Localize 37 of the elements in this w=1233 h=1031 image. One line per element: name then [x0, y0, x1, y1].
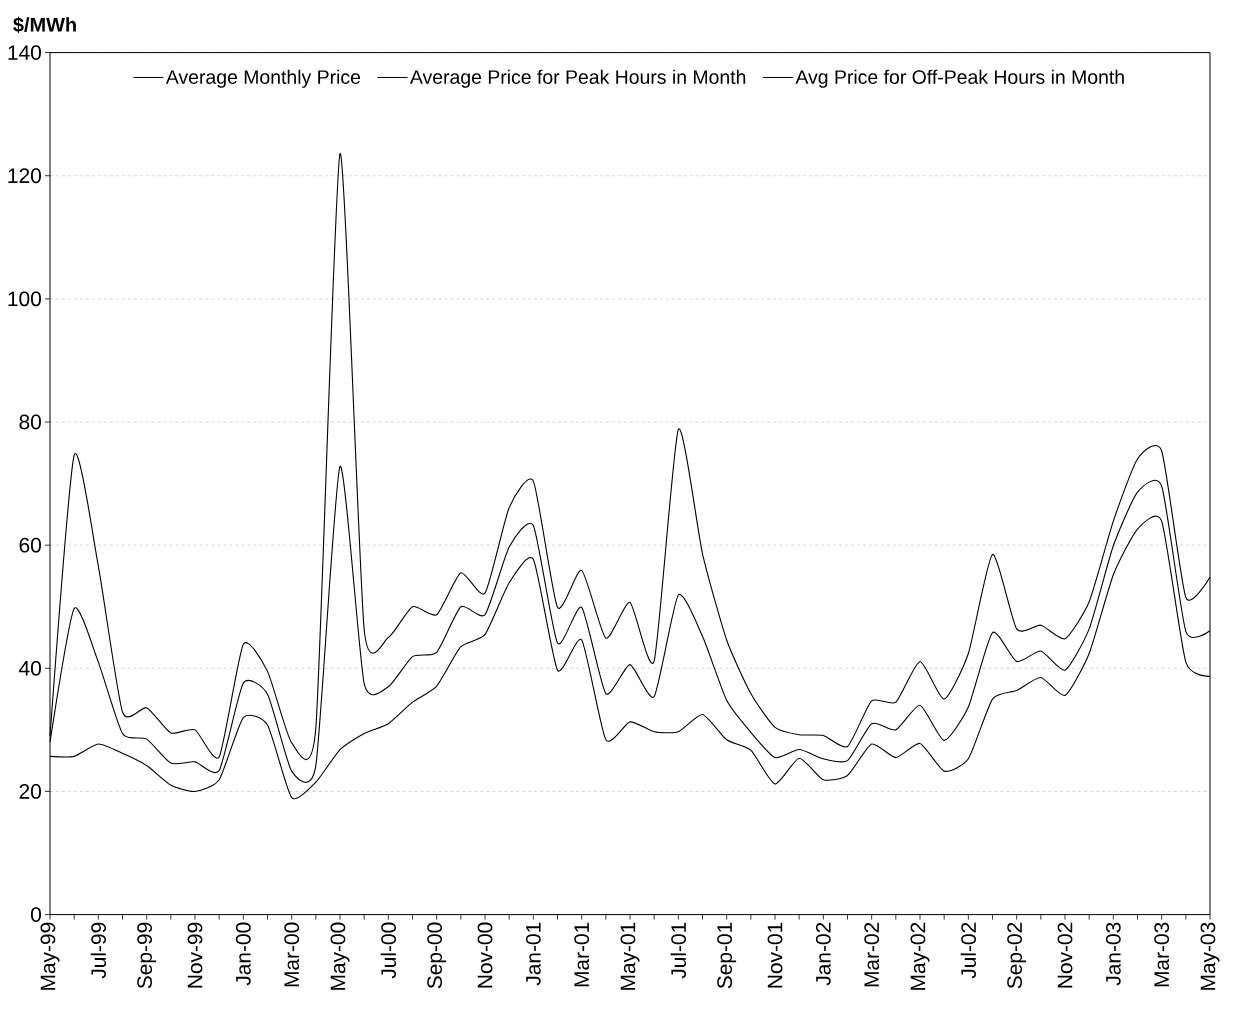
x-tick-label: Nov-01 — [767, 922, 783, 988]
y-tick-label: 40 — [19, 660, 41, 676]
y-tick-label: 60 — [19, 537, 41, 553]
x-tick-label: May-03 — [1200, 922, 1220, 990]
legend-label: Avg Price for Off-Peak Hours in Month — [795, 69, 1124, 88]
x-tick-label: Sep-00 — [427, 922, 447, 989]
x-tick-label: Jul-99 — [90, 922, 107, 979]
x-tick-label: Mar-01 — [574, 922, 590, 987]
x-tick-label: Nov-02 — [1057, 922, 1073, 988]
y-tick-label: 140 — [8, 45, 41, 60]
x-tick-label: Jan-03 — [1105, 922, 1121, 986]
x-tick-label: Jul-02 — [960, 922, 977, 979]
x-tick-label: Mar-02 — [864, 922, 880, 987]
y-tick-label: 0 — [30, 907, 41, 922]
x-tick-label: Mar-00 — [284, 922, 300, 987]
x-tick-label: Jan-00 — [235, 922, 251, 986]
x-tick-label: Jul-00 — [380, 922, 397, 979]
x-tick-label: May-00 — [330, 922, 350, 990]
y-axis-title: $/MWh — [13, 16, 76, 34]
x-tick-label: Sep-02 — [1007, 922, 1027, 989]
y-tick-label: 80 — [19, 414, 41, 430]
x-tick-label: May-01 — [620, 922, 640, 990]
x-tick-label: Jul-01 — [670, 922, 687, 979]
y-tick-label: 20 — [19, 784, 41, 799]
legend-label: Average Price for Peak Hours in Month — [409, 69, 746, 88]
x-tick-label: Nov-99 — [187, 922, 203, 988]
x-tick-label: Nov-00 — [477, 922, 493, 988]
x-tick-label: Mar-03 — [1154, 922, 1170, 987]
x-tick-label: May-99 — [40, 922, 60, 990]
y-tick-label: 100 — [8, 291, 41, 307]
x-tick-label: Jan-02 — [815, 922, 831, 986]
x-tick-label: Sep-01 — [717, 922, 737, 989]
legend-label: Average Monthly Price — [165, 69, 361, 88]
x-tick-label: May-02 — [910, 922, 930, 990]
y-tick-label: 120 — [8, 168, 41, 184]
x-tick-label: Sep-99 — [137, 922, 157, 989]
x-tick-label: Jan-01 — [525, 922, 541, 986]
